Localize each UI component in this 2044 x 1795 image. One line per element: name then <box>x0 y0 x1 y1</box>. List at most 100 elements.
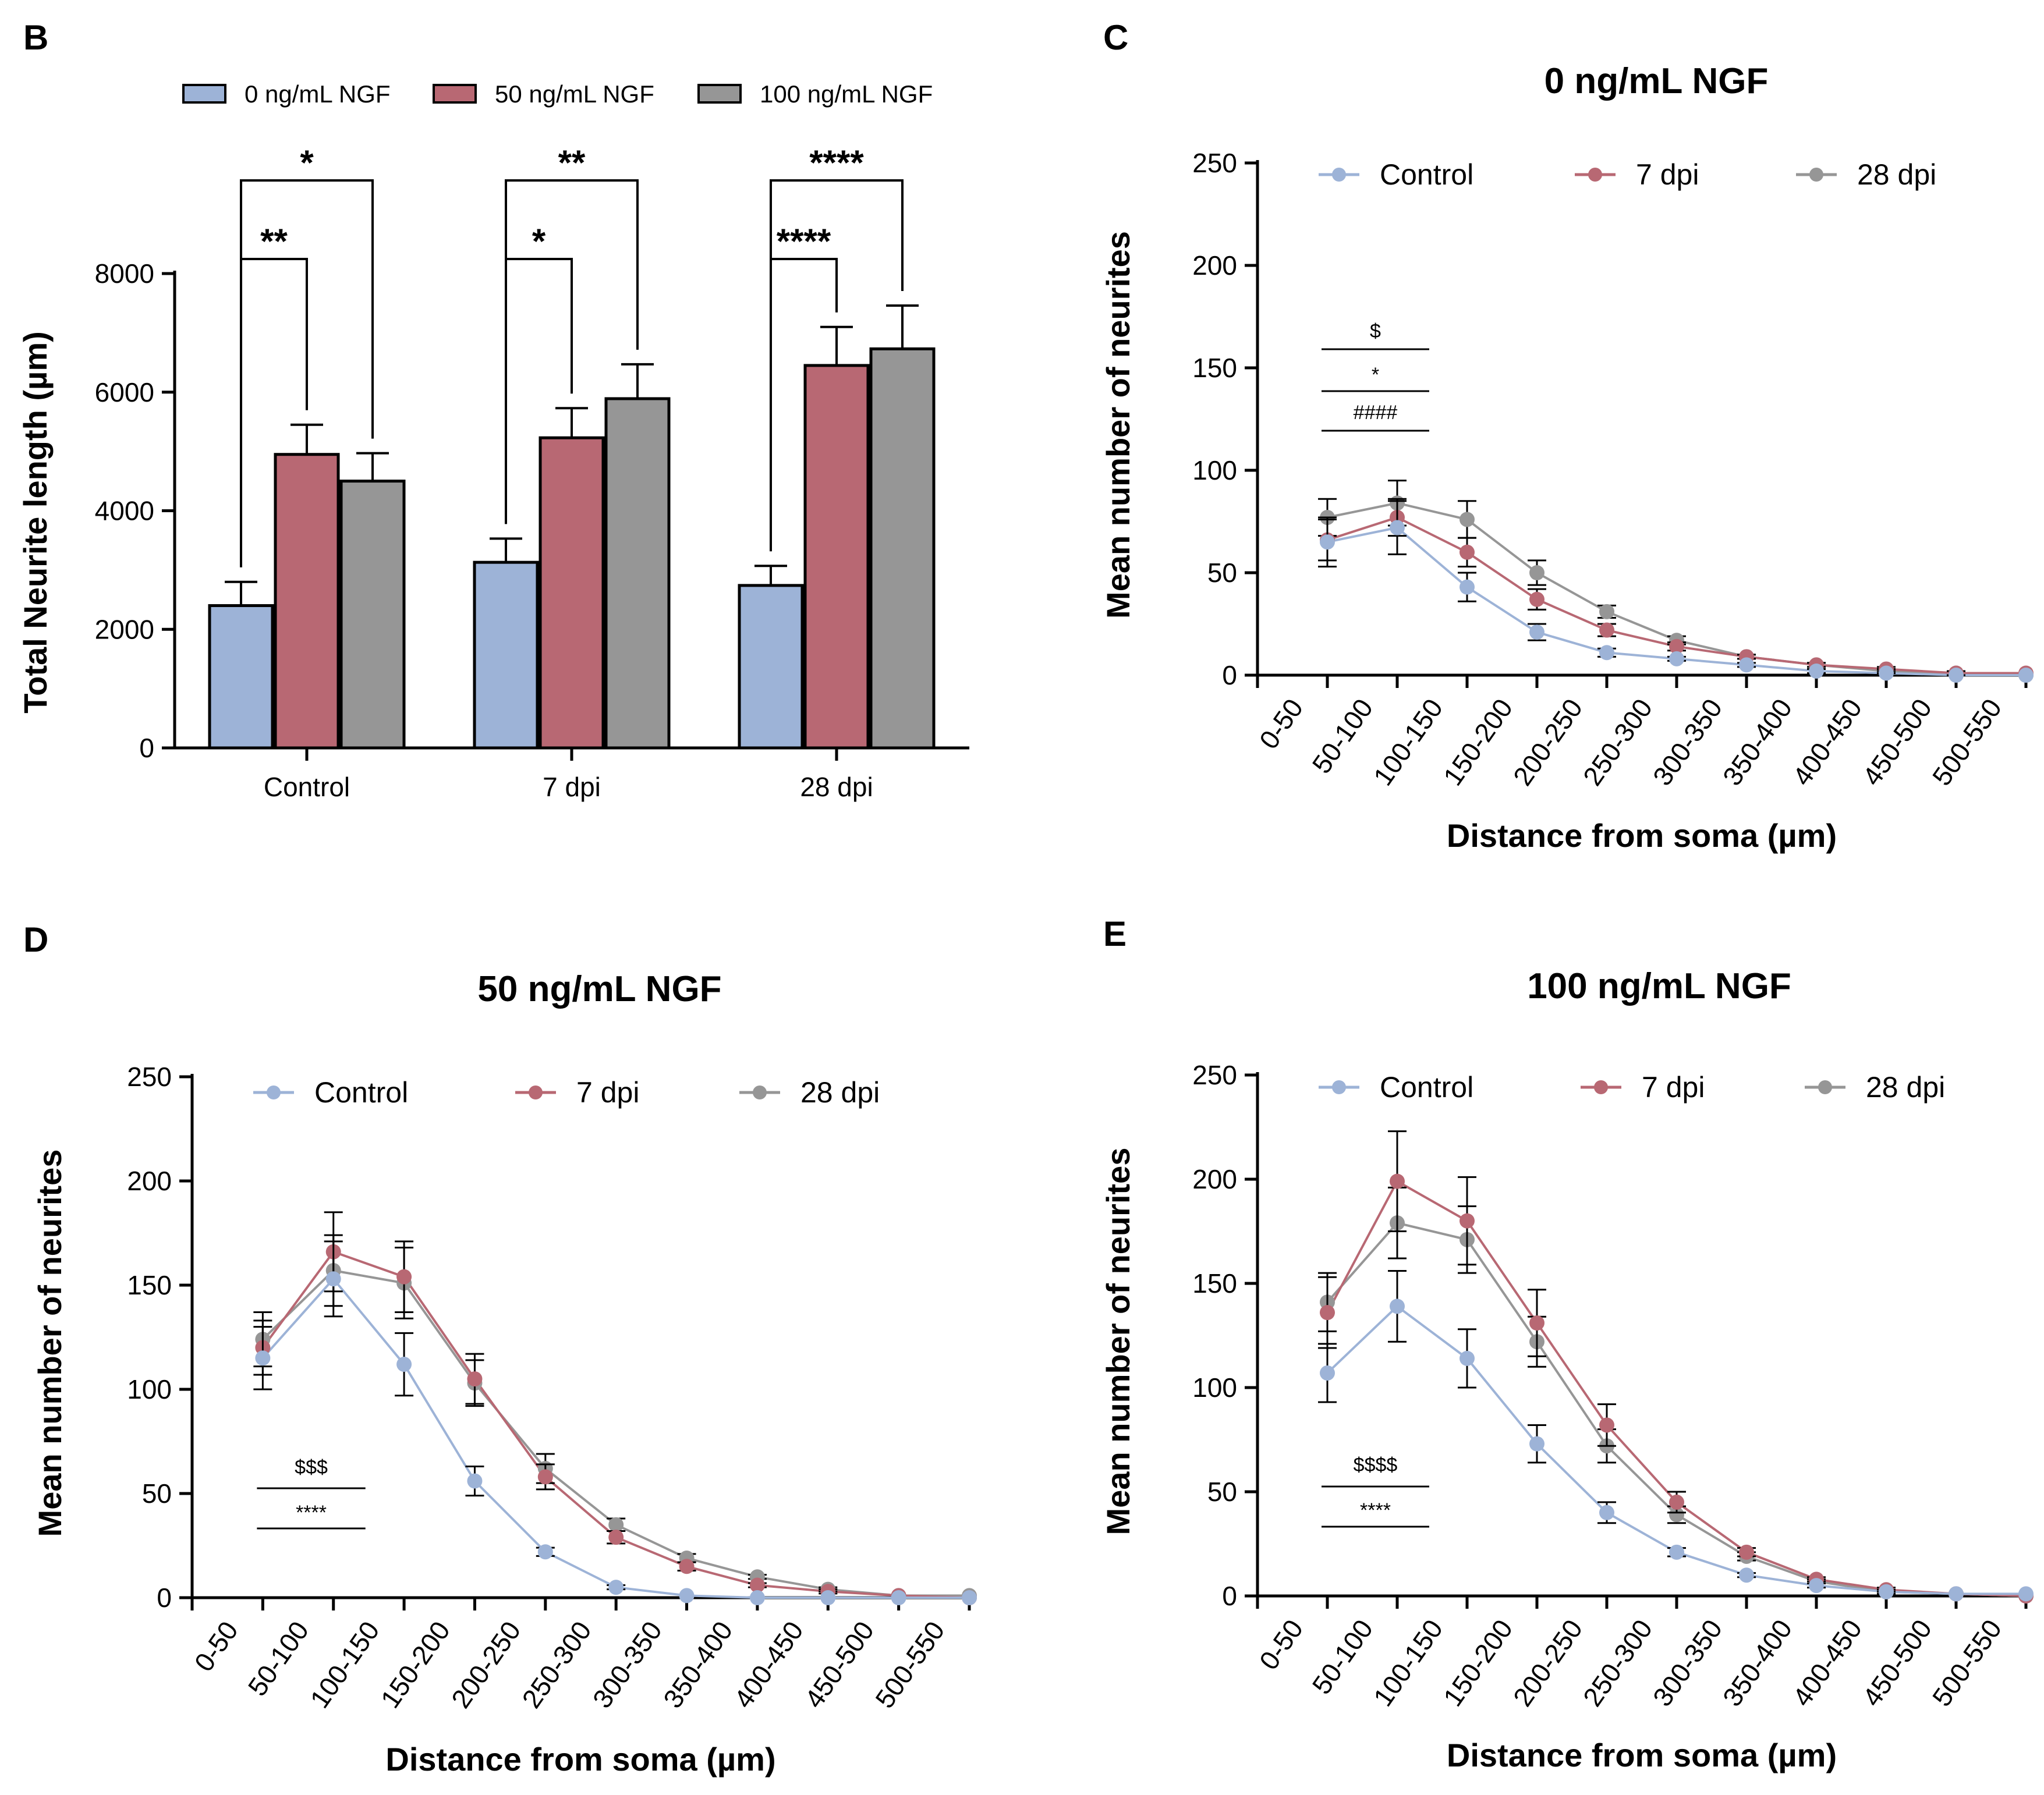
x-tick-label: 350-400 <box>657 1616 738 1714</box>
bar <box>869 347 936 750</box>
data-point <box>1879 665 1894 681</box>
x-tick-label: Control <box>264 772 350 802</box>
x-axis-label: Distance from soma (µm) <box>1447 1737 1837 1773</box>
sig-label: **** <box>809 143 864 182</box>
legend-marker <box>267 1085 281 1099</box>
data-point <box>1320 1305 1335 1321</box>
y-tick-label: 200 <box>1192 1164 1237 1194</box>
sig-label: ** <box>558 143 586 182</box>
data-point <box>1949 1586 1964 1602</box>
x-tick-label: 200-250 <box>445 1616 526 1714</box>
data-point <box>1460 579 1475 595</box>
sig-label: * <box>300 143 314 182</box>
legend-label: 7 dpi <box>1642 1071 1705 1104</box>
data-point <box>1739 1544 1754 1560</box>
data-point <box>1390 1299 1405 1314</box>
y-tick-label: 0 <box>157 1583 172 1613</box>
legend-marker <box>1332 1080 1346 1094</box>
legend-label: 28 dpi <box>1866 1071 1945 1104</box>
legend-label: 28 dpi <box>800 1076 880 1109</box>
data-point <box>1949 668 1964 683</box>
series-line <box>261 1250 970 1599</box>
data-point <box>1599 1417 1614 1433</box>
x-tick-label: 28 dpi <box>800 772 873 802</box>
panel-label: E <box>1103 914 1126 953</box>
x-tick-label: 250-300 <box>1577 1614 1658 1712</box>
x-tick-label: 450-500 <box>1857 1614 1937 1712</box>
x-tick-label: 350-400 <box>1717 693 1798 791</box>
annotation-label: $$$ <box>295 1456 328 1478</box>
y-tick-label: 250 <box>1192 1060 1237 1090</box>
y-tick-label: 50 <box>1207 1477 1237 1507</box>
y-tick-label: 100 <box>1192 1372 1237 1403</box>
x-tick-label: 50-100 <box>1306 693 1379 779</box>
panel-label: C <box>1103 18 1128 57</box>
x-tick-label: 400-450 <box>1787 1614 1868 1712</box>
x-tick-label: 0-50 <box>1253 693 1309 754</box>
data-point <box>537 1544 553 1560</box>
x-tick-label: 450-500 <box>799 1616 880 1714</box>
data-point <box>1320 534 1335 550</box>
sig-label: ** <box>260 222 288 261</box>
y-tick-label: 2000 <box>95 614 154 644</box>
x-tick-label: 350-400 <box>1717 1614 1798 1712</box>
x-tick-label: 400-450 <box>728 1616 809 1714</box>
data-point <box>1809 1578 1824 1594</box>
y-axis-label: Mean number of neurites <box>1100 1148 1136 1535</box>
legend-marker <box>529 1085 543 1099</box>
annotation-label: * <box>1372 364 1379 386</box>
data-point <box>820 1590 836 1605</box>
panel-label: D <box>23 920 48 959</box>
x-tick-label: 50-100 <box>1306 1614 1379 1700</box>
bar <box>208 604 274 750</box>
x-tick-label: 450-500 <box>1857 693 1937 791</box>
y-tick-label: 250 <box>1192 148 1237 178</box>
data-point <box>1739 657 1754 673</box>
data-point <box>255 1350 271 1366</box>
data-point <box>2018 668 2034 683</box>
data-point <box>2018 1586 2034 1602</box>
y-tick-label: 100 <box>1192 455 1237 485</box>
panel-d: D 50 ng/mL NGF 0 50 100 150 200 250 0-5050-10010… <box>23 920 977 1778</box>
data-point <box>1529 1436 1544 1452</box>
data-point <box>679 1559 695 1574</box>
chart-title: 100 ng/mL NGF <box>1527 966 1791 1006</box>
legend-marker <box>1818 1080 1832 1094</box>
data-point <box>1599 622 1614 638</box>
x-tick-label: 500-550 <box>1926 693 2007 791</box>
y-tick-label: 8000 <box>95 258 154 289</box>
data-point <box>1599 1505 1614 1520</box>
annotation-label: $$$$ <box>1354 1454 1398 1476</box>
legend-marker <box>1332 168 1346 182</box>
data-point <box>679 1588 695 1604</box>
x-tick-label: 300-350 <box>587 1616 668 1714</box>
data-point <box>467 1371 483 1387</box>
y-tick-label: 4000 <box>95 496 154 526</box>
y-tick-label: 100 <box>127 1374 172 1404</box>
x-axis-label: Distance from soma (µm) <box>1447 817 1837 854</box>
legend-label: 100 ng/mL NGF <box>760 80 933 108</box>
data-point <box>1529 565 1544 580</box>
y-tick-label: 200 <box>1192 250 1237 281</box>
data-point <box>1460 544 1475 560</box>
legend-swatch <box>182 84 226 104</box>
annotation-label: **** <box>296 1502 327 1524</box>
panel-b: B 0 ng/mL NGF 50 ng/mL NGF 100 ng/mL NGF 0 20… <box>17 18 969 802</box>
y-tick-label: 50 <box>1207 558 1237 588</box>
data-point <box>1669 1507 1684 1523</box>
legend-label: 7 dpi <box>1636 158 1699 191</box>
legend-marker <box>1588 168 1602 182</box>
y-tick-label: 0 <box>139 733 154 763</box>
legend-label: 50 ng/mL NGF <box>495 80 654 108</box>
x-tick-label: 400-450 <box>1787 693 1868 791</box>
sig-label: **** <box>777 222 831 261</box>
y-tick-label: 150 <box>1192 353 1237 383</box>
sig-bracket <box>505 179 639 513</box>
x-tick-label: 500-550 <box>1926 1614 2007 1712</box>
legend-swatch <box>697 84 742 104</box>
sig-bracket <box>770 179 904 540</box>
data-point <box>1529 1315 1544 1331</box>
data-point <box>1669 651 1684 666</box>
sig-bracket <box>240 179 374 556</box>
